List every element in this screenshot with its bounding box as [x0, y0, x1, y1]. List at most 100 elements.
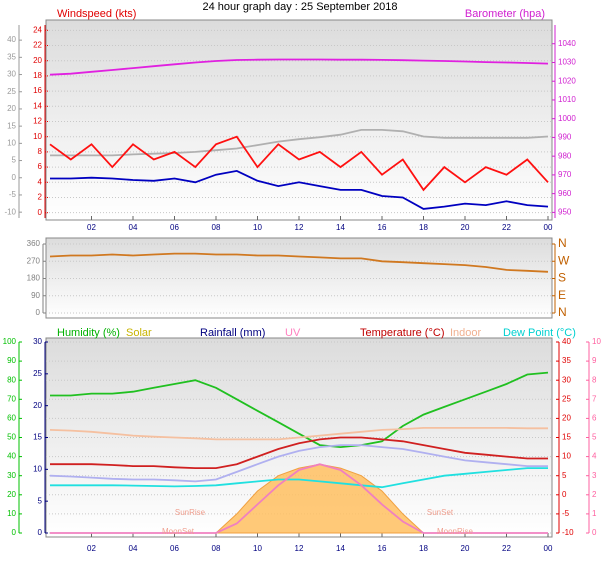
y-tick-label: 1000 — [558, 114, 576, 123]
series-line — [49, 135, 549, 192]
y-tick-label: 4 — [592, 452, 597, 461]
y-tick-label: 25 — [562, 394, 571, 403]
series-line — [50, 169, 549, 210]
legend-label: Windspeed (kts) — [57, 8, 136, 20]
y-tick-label: 360 — [27, 239, 41, 248]
x-tick-label: 02 — [87, 223, 96, 232]
legend-label: Humidity (%) — [57, 327, 120, 339]
x-tick-label: 06 — [170, 544, 179, 553]
x-tick-label: 10 — [253, 544, 262, 553]
y-tick-label: 1020 — [558, 76, 576, 85]
y-tick-label: 5 — [38, 496, 43, 505]
series-line — [49, 58, 549, 76]
y-tick-label: 14 — [33, 101, 42, 110]
series-line — [49, 427, 548, 441]
legend-label: Rainfall (mm) — [200, 327, 265, 339]
y-tick-label: 5 — [592, 433, 597, 442]
x-tick-label: 16 — [378, 223, 387, 232]
y-tick-label: 270 — [27, 256, 41, 265]
y-tick-label: 20 — [7, 104, 16, 113]
y-tick-label: 0 — [562, 490, 567, 499]
y-tick-label: 5 — [12, 156, 17, 165]
y-tick-label: 12 — [33, 117, 42, 126]
legend-label: Solar — [126, 327, 152, 339]
x-tick-label: 10 — [253, 223, 262, 232]
y-tick-label: 980 — [558, 151, 572, 160]
y-tick-label: 0 — [12, 528, 17, 537]
y-tick-label: 180 — [27, 274, 41, 283]
x-tick-label: 22 — [502, 223, 511, 232]
y-tick-label: 1030 — [558, 58, 576, 67]
plot-area — [45, 19, 553, 221]
x-tick-label: 06 — [170, 223, 179, 232]
x-tick-label: 16 — [378, 544, 387, 553]
y-tick-label: 20 — [7, 490, 16, 499]
y-tick-label: 30 — [7, 471, 16, 480]
y-tick-label: 2 — [38, 193, 43, 202]
legend-label: Barometer (hpa) — [465, 8, 545, 20]
y-tick-label: 60 — [7, 414, 16, 423]
x-tick-label: 08 — [212, 544, 221, 553]
y-tick-label: 8 — [38, 147, 43, 156]
series-line — [50, 467, 548, 489]
legend-label: Temperature (°C) — [360, 327, 444, 339]
y-tick-label: 10 — [33, 132, 42, 141]
y-tick-label: 10 — [7, 509, 16, 518]
series-line — [49, 252, 549, 273]
y-tick-label: 90 — [31, 291, 40, 300]
y-tick-label: 90 — [7, 356, 16, 365]
y-tick-label: 30 — [7, 70, 16, 79]
y-tick-label: 16 — [33, 86, 42, 95]
y-tick-label: 6 — [592, 414, 597, 423]
x-tick-label: 18 — [419, 544, 428, 553]
y-tick-label: 0 — [38, 208, 43, 217]
y-tick-label: 70 — [7, 394, 16, 403]
y-tick-label: N — [558, 305, 567, 319]
y-tick-label: 20 — [562, 414, 571, 423]
y-tick-label: 960 — [558, 189, 572, 198]
y-tick-label: 30 — [562, 375, 571, 384]
x-tick-label: 14 — [336, 544, 345, 553]
y-tick-label: 22 — [33, 41, 42, 50]
legend-label: UV — [285, 327, 301, 339]
y-tick-label: 3 — [592, 471, 597, 480]
y-tick-label: 7 — [592, 394, 597, 403]
y-tick-label: 20 — [33, 56, 42, 65]
y-tick-label: 24 — [33, 25, 42, 34]
y-tick-label: 30 — [33, 337, 42, 346]
y-tick-label: 4 — [38, 177, 43, 186]
y-tick-label: 0 — [38, 528, 43, 537]
y-tick-label: E — [558, 288, 566, 302]
x-tick-label: 04 — [129, 223, 138, 232]
annotation: MoonSet — [162, 527, 195, 536]
y-tick-label: S — [558, 271, 566, 285]
series-line — [49, 444, 548, 483]
y-tick-label: 10 — [592, 337, 601, 346]
y-tick-label: -10 — [562, 528, 574, 537]
y-tick-label: 100 — [3, 337, 17, 346]
y-tick-label: 15 — [562, 433, 571, 442]
y-tick-label: 25 — [33, 369, 42, 378]
y-tick-label: 15 — [33, 433, 42, 442]
y-tick-label: 9 — [592, 356, 597, 365]
y-tick-label: 0 — [36, 308, 41, 317]
series-line — [50, 129, 549, 157]
x-tick-label: 22 — [502, 544, 511, 553]
y-tick-label: 8 — [592, 375, 597, 384]
y-tick-label: 1 — [592, 509, 597, 518]
annotation: MoonRise — [437, 527, 474, 536]
y-tick-label: 50 — [7, 433, 16, 442]
y-tick-label: 40 — [562, 337, 571, 346]
y-tick-label: 950 — [558, 207, 572, 216]
annotation: SunRise — [175, 508, 206, 517]
y-tick-label: 0 — [592, 528, 597, 537]
y-tick-label: 10 — [7, 138, 16, 147]
y-tick-label: 990 — [558, 133, 572, 142]
y-tick-label: 1040 — [558, 39, 576, 48]
y-tick-label: 2 — [592, 490, 597, 499]
y-tick-label: 40 — [7, 35, 16, 44]
y-tick-label: 20 — [33, 401, 42, 410]
x-tick-label: 20 — [461, 544, 470, 553]
legend-label: Dew Point (°C) — [503, 327, 576, 339]
